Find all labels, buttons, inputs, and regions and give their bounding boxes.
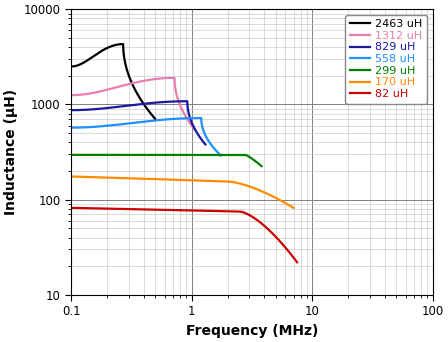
- 829 uH: [202, 142, 208, 146]
- 1312 uH: [73, 93, 79, 97]
- 82 uH: [178, 208, 184, 212]
- 170 uH: [69, 174, 74, 179]
- 829 uH: [186, 111, 191, 115]
- 299 uH: [259, 164, 264, 168]
- 82 uH: [294, 260, 300, 264]
- Line: 82 uH: 82 uH: [71, 208, 297, 262]
- 299 uH: [208, 153, 213, 157]
- Y-axis label: Inductance (μH): Inductance (μH): [4, 89, 18, 215]
- 82 uH: [270, 232, 276, 236]
- 1312 uH: [172, 76, 177, 80]
- 1312 uH: [188, 122, 193, 126]
- 82 uH: [69, 206, 74, 210]
- 558 uH: [200, 126, 205, 130]
- 1312 uH: [192, 127, 197, 131]
- 829 uH: [185, 99, 190, 103]
- 2463 uH: [121, 42, 126, 46]
- 299 uH: [74, 153, 80, 157]
- 829 uH: [195, 132, 201, 136]
- 299 uH: [249, 156, 254, 160]
- 170 uH: [76, 175, 81, 179]
- 829 uH: [74, 108, 79, 112]
- 558 uH: [198, 116, 204, 120]
- 558 uH: [204, 135, 209, 139]
- 558 uH: [218, 154, 224, 158]
- 1312 uH: [173, 90, 179, 94]
- 82 uH: [283, 245, 288, 249]
- 2463 uH: [139, 100, 145, 104]
- 2463 uH: [69, 64, 74, 68]
- 558 uH: [153, 118, 159, 122]
- 558 uH: [74, 126, 80, 130]
- 558 uH: [210, 145, 215, 149]
- 2463 uH: [153, 117, 158, 121]
- 2463 uH: [123, 63, 128, 67]
- 170 uH: [277, 198, 283, 202]
- 1312 uH: [136, 80, 141, 84]
- 829 uH: [69, 108, 74, 112]
- 558 uH: [69, 126, 74, 130]
- Legend: 2463 uH, 1312 uH, 829 uH, 558 uH, 299 uH, 170 uH, 82 uH: 2463 uH, 1312 uH, 829 uH, 558 uH, 299 uH…: [345, 15, 427, 104]
- 2463 uH: [146, 109, 151, 113]
- 299 uH: [69, 153, 74, 157]
- Line: 2463 uH: 2463 uH: [71, 44, 155, 119]
- 829 uH: [190, 121, 195, 126]
- 170 uH: [242, 183, 247, 187]
- 2463 uH: [71, 64, 76, 68]
- 1312 uH: [183, 115, 189, 119]
- 558 uH: [214, 149, 220, 154]
- Line: 1312 uH: 1312 uH: [71, 78, 194, 129]
- 2463 uH: [129, 80, 134, 84]
- Line: 558 uH: 558 uH: [71, 118, 221, 156]
- 829 uH: [199, 138, 204, 142]
- 170 uH: [263, 191, 268, 195]
- Line: 829 uH: 829 uH: [71, 101, 205, 144]
- Line: 299 uH: 299 uH: [71, 155, 262, 166]
- 82 uH: [76, 206, 82, 210]
- Line: 170 uH: 170 uH: [71, 176, 293, 208]
- 299 uH: [254, 160, 259, 164]
- 82 uH: [252, 216, 257, 220]
- X-axis label: Frequency (MHz): Frequency (MHz): [186, 324, 318, 338]
- 829 uH: [144, 102, 150, 106]
- 1312 uH: [177, 102, 182, 106]
- 299 uH: [154, 153, 159, 157]
- 1312 uH: [69, 93, 74, 97]
- 170 uH: [291, 206, 296, 210]
- 170 uH: [171, 177, 176, 182]
- 299 uH: [233, 153, 238, 157]
- 2463 uH: [102, 47, 108, 51]
- 170 uH: [230, 180, 235, 184]
- 82 uH: [241, 210, 246, 214]
